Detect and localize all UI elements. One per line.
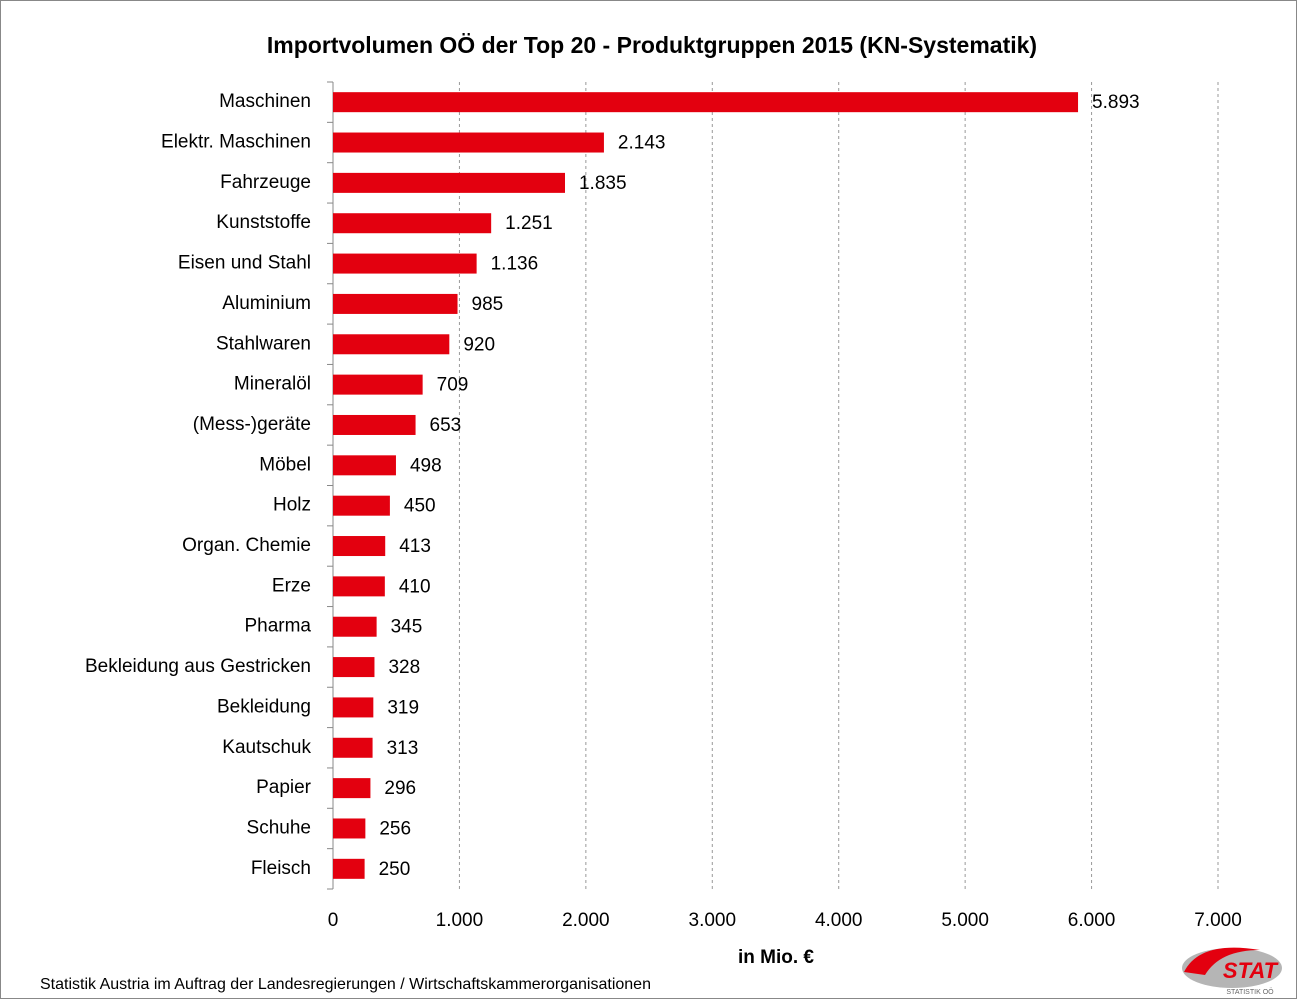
value-label: 296	[384, 778, 416, 799]
bar	[333, 697, 374, 718]
x-tick-label: 3.000	[689, 910, 737, 931]
bar	[333, 778, 371, 799]
value-label: 250	[379, 859, 411, 880]
value-label: 1.251	[505, 213, 553, 234]
y-tick-label: Maschinen	[219, 91, 311, 112]
value-label: 345	[391, 617, 423, 638]
bar	[333, 414, 416, 435]
x-tick-label: 2.000	[562, 910, 610, 931]
bar	[333, 818, 366, 839]
y-tick-label: Mineralöl	[234, 374, 311, 395]
value-label: 313	[387, 738, 419, 759]
bar	[333, 495, 390, 516]
value-label: 920	[463, 334, 495, 355]
chart-title: Importvolumen OÖ der Top 20 - Produktgru…	[267, 32, 1037, 58]
value-label: 653	[430, 415, 462, 436]
logo-subtext: STATISTIK OÖ	[1226, 988, 1274, 996]
bar	[333, 657, 375, 678]
value-label: 709	[437, 375, 469, 396]
bar	[333, 374, 423, 395]
logo: STAT STATISTIK OÖ	[1182, 947, 1282, 996]
bar	[333, 616, 377, 637]
value-label: 985	[472, 294, 504, 315]
x-tick-label: 4.000	[815, 910, 863, 931]
y-tick-label: Eisen und Stahl	[178, 253, 311, 274]
value-label: 450	[404, 496, 436, 517]
x-axis-title: in Mio. €	[738, 947, 814, 968]
bar	[333, 455, 396, 476]
bar	[333, 737, 373, 758]
x-tick-label: 0	[328, 910, 339, 931]
y-tick-label: Holz	[273, 495, 311, 516]
x-tick-label: 5.000	[941, 910, 989, 931]
y-tick-label: Fahrzeuge	[220, 172, 311, 193]
value-label: 328	[388, 657, 420, 678]
y-tick-label: Bekleidung aus Gestricken	[85, 656, 311, 677]
y-tick-label: Elektr. Maschinen	[161, 132, 311, 153]
bar	[333, 858, 365, 879]
bar	[333, 536, 386, 557]
x-tick-label: 1.000	[436, 910, 484, 931]
y-tick-label: Fleisch	[251, 858, 311, 879]
y-tick-label: Papier	[256, 777, 312, 798]
bar	[333, 576, 385, 597]
bar	[333, 253, 477, 274]
y-tick-label: Möbel	[259, 454, 311, 475]
y-tick-label: Bekleidung	[217, 696, 311, 717]
y-tick-label: Erze	[272, 575, 311, 596]
y-tick-label: Kunststoffe	[216, 212, 311, 233]
value-label: 1.136	[491, 254, 539, 275]
value-label: 413	[399, 536, 431, 557]
value-label: 1.835	[579, 173, 627, 194]
y-tick-label: Pharma	[244, 616, 311, 637]
logo-swoosh	[1184, 947, 1260, 975]
source: Statistik Austria im Auftrag der Landesr…	[40, 976, 651, 993]
y-tick-label: Kautschuk	[222, 737, 311, 758]
y-tick-label: Stahlwaren	[216, 333, 311, 354]
bar	[333, 92, 1079, 113]
value-label: 2.143	[618, 133, 666, 154]
value-label: 498	[410, 455, 442, 476]
y-tick-label: Schuhe	[247, 817, 311, 838]
value-label: 410	[399, 576, 431, 597]
y-tick-label: Organ. Chemie	[182, 535, 311, 556]
value-label: 319	[387, 697, 419, 718]
logo-text: STAT	[1223, 958, 1279, 983]
y-tick-label: (Mess-)geräte	[193, 414, 311, 435]
y-tick-label: Aluminium	[222, 293, 311, 314]
value-label: 5.893	[1092, 92, 1140, 113]
bar	[333, 172, 565, 193]
x-tick-label: 7.000	[1194, 910, 1242, 931]
bar	[333, 293, 458, 314]
bar	[333, 213, 492, 234]
bar	[333, 334, 450, 355]
value-label: 256	[379, 818, 411, 839]
bar	[333, 132, 604, 153]
x-tick-label: 6.000	[1068, 910, 1116, 931]
